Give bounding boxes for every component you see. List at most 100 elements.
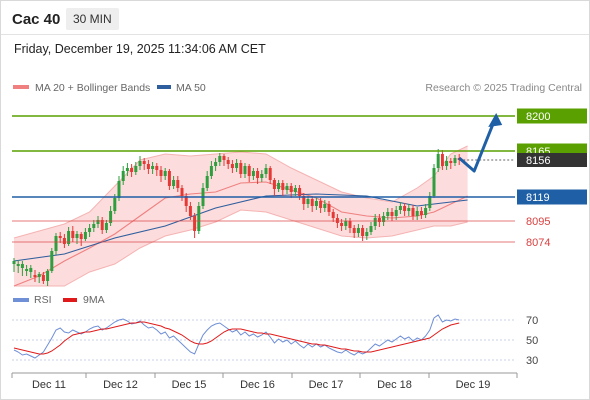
candle-body [222,156,226,160]
ma9-legend-label: 9MA [83,294,105,306]
candle-body [352,228,356,233]
candle-body [411,208,415,216]
candle-body [377,218,381,222]
candle-body [155,166,159,170]
ma9-legend-swatch [63,298,77,302]
candle-body [104,223,108,230]
rsi-tick-70: 70 [526,315,538,327]
candle-body [117,181,121,198]
candle-body [41,275,45,281]
candle-body [243,166,247,174]
candle-body [298,188,302,196]
candle-body [419,211,423,215]
candle-body [449,161,453,163]
candle-body [121,171,125,181]
candle-body [125,168,129,171]
x-axis-label: Dec 18 [377,379,412,391]
candle-body [268,168,272,180]
candle-body [327,204,331,212]
symbol-title: Cac 40 [12,11,61,28]
candle-body [453,158,457,163]
candle-body [172,180,176,186]
candle-body [314,201,318,206]
candle-body [226,160,230,164]
x-axis-label: Dec 17 [309,379,344,391]
last-price-tag [517,153,587,167]
bollinger-lower-line [14,209,468,287]
candle-body [113,198,117,211]
candle-body [403,206,407,211]
candle-body [12,261,16,264]
candle-body [361,228,365,236]
candle-body [109,211,113,223]
candle-body [209,166,213,176]
rsi-legend-label: RSI [34,294,52,306]
candle-body [369,226,373,232]
x-axis-label: Dec 15 [172,379,207,391]
candle-body [386,212,390,216]
candle-body [302,196,306,204]
candle-body [62,238,66,244]
candle-body [67,231,71,244]
ma50-legend-label: MA 50 [176,82,206,94]
ma20-legend-label: MA 20 + Bollinger Bands [35,82,150,94]
research-credit: Research © 2025 Trading Central [425,82,582,94]
candle-body [33,275,37,277]
candle-body [428,196,432,208]
candle-body [306,199,310,204]
candle-body [163,171,167,176]
candle-body [356,228,360,233]
level-tag-8200 [517,108,587,124]
rsi-legend-swatch [13,298,29,302]
candle-body [134,166,138,172]
candle-body [79,234,83,239]
candle-body [394,210,398,216]
candle-body [46,271,50,281]
candle-body [247,166,251,176]
candle-body [214,162,218,166]
candle-body [424,208,428,215]
projection-path [458,120,496,173]
candle-body [138,161,142,166]
candle-body [390,212,394,216]
x-axis-label: Dec 16 [240,379,275,391]
candle-body [50,251,54,271]
candle-body [415,211,419,216]
candle-body [197,206,201,231]
rsi-ma9-line [13,321,460,355]
candle-body [20,264,24,268]
candle-body [285,186,289,190]
candle-body [75,234,79,238]
candle-body [260,174,264,178]
timestamp: Friday, December 19, 2025 11:34:06 AM CE… [14,42,266,56]
candle-body [37,274,41,277]
candle-body [176,180,180,188]
candle-body [272,180,276,189]
candle-body [382,216,386,222]
candle-body [159,170,163,176]
level-label-8074: 8074 [526,237,550,249]
bollinger-upper-line [13,145,468,239]
candle-body [16,264,20,266]
candle-body [373,218,377,226]
candle-body [323,204,327,208]
candle-body [264,168,268,174]
projection-arrowhead [488,113,503,127]
candle-body [331,212,335,218]
candle-body [398,206,402,210]
ma50-legend-swatch [157,85,171,89]
candle-body [348,221,352,228]
candle-body [151,166,155,169]
candle-body [71,231,75,238]
candle-body [193,216,197,231]
candle-body [25,269,29,271]
candle-body [130,168,134,172]
timeframe-button[interactable]: 30 MIN [66,8,119,30]
candle-body [239,163,243,174]
candle-body [205,176,209,188]
level-label-8119: 8119 [526,192,550,204]
candle-body [432,168,436,196]
candle-body [167,171,171,186]
